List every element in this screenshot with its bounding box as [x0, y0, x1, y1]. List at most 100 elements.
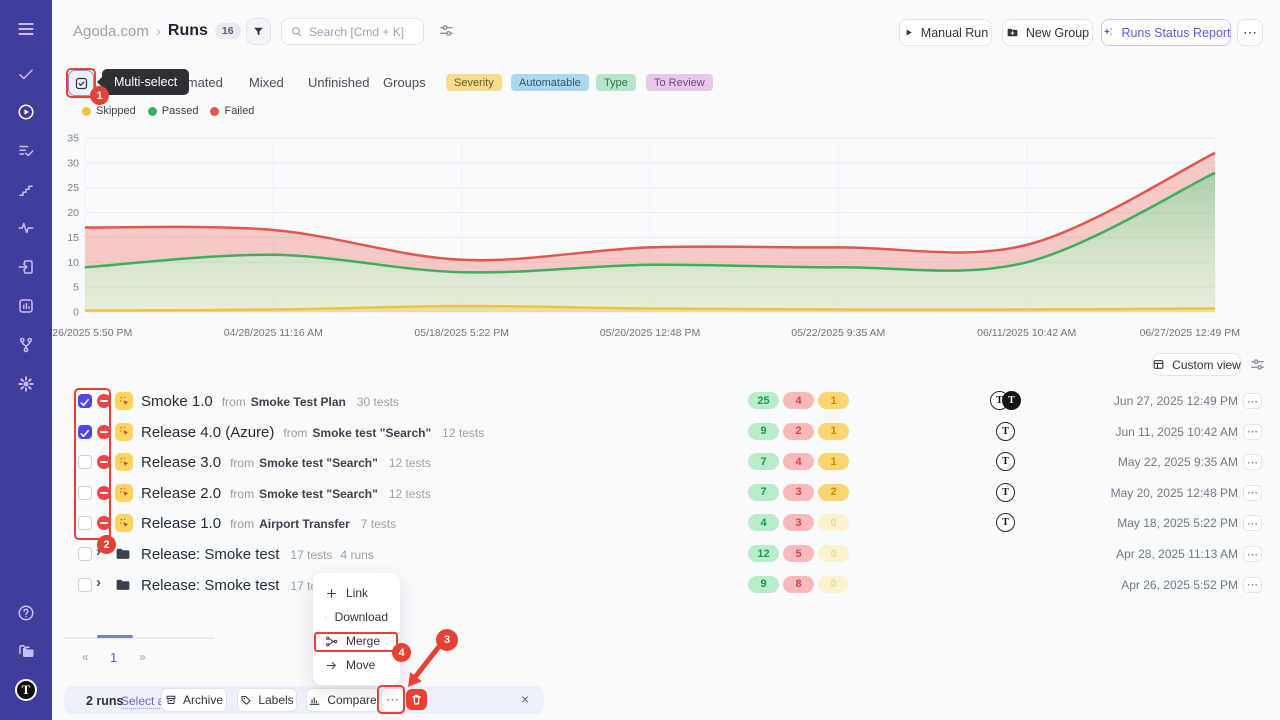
row-checkbox[interactable]	[78, 516, 92, 531]
sidebar-item-check[interactable]	[0, 60, 52, 88]
legend-passed[interactable]: Passed	[147, 105, 198, 117]
tab-mixed[interactable]: Mixed	[249, 75, 284, 90]
from-label: from	[230, 486, 255, 501]
sidebar-item-play-circle[interactable]	[0, 98, 52, 126]
filter-settings-icon[interactable]	[438, 22, 455, 39]
new-group-button[interactable]: New Group	[1002, 19, 1093, 46]
row-checkbox[interactable]	[78, 394, 92, 408]
pagination-page-1[interactable]: 1	[110, 650, 118, 665]
close-selection-bar-button[interactable]: ×	[521, 691, 530, 707]
sidebar-item-bar-report[interactable]	[0, 292, 52, 320]
pulse-icon	[18, 222, 34, 234]
run-source[interactable]: Smoke test "Search"	[312, 425, 432, 440]
menu-item-download[interactable]: Download	[313, 605, 400, 629]
skipped-badge: 0	[818, 545, 849, 562]
breadcrumb-project[interactable]: Agoda.com	[73, 22, 149, 40]
run-source[interactable]: Airport Transfer	[259, 517, 350, 532]
menu-item-merge[interactable]: Merge	[313, 629, 400, 653]
runs-status-report-button[interactable]: Runs Status Report	[1101, 19, 1231, 46]
run-name[interactable]: Release: Smoke test	[141, 576, 280, 594]
svg-text:05/22/2025 9:35 AM: 05/22/2025 9:35 AM	[791, 327, 885, 339]
chip-automatable[interactable]: Automatable	[511, 74, 589, 91]
menu-item-link[interactable]: Link	[313, 581, 400, 605]
row-more-button[interactable]: ⋯	[1243, 454, 1262, 471]
deselect-icon[interactable]	[97, 516, 111, 531]
row-more-button[interactable]: ⋯	[1243, 546, 1262, 562]
deselect-icon[interactable]	[97, 485, 111, 500]
run-name[interactable]: Release 4.0 (Azure)	[141, 423, 275, 441]
row-more-button[interactable]: ⋯	[1243, 576, 1262, 593]
ellipsis-icon: ⋯	[1243, 24, 1257, 40]
sliders-icon	[440, 25, 453, 36]
row-more-button[interactable]: ⋯	[1243, 393, 1262, 409]
row-checkbox[interactable]	[78, 547, 92, 561]
automated-run-icon	[115, 514, 133, 533]
run-source[interactable]: Smoke Test Plan	[250, 395, 346, 409]
row-more-button[interactable]: ⋯	[1243, 515, 1262, 532]
archive-button[interactable]: Archive	[161, 688, 227, 712]
run-row[interactable]: Release 2.0 from Smoke test "Search" 12 t…	[0, 478, 1280, 508]
pagination-prev[interactable]: «	[82, 650, 89, 664]
row-more-button[interactable]: ⋯	[1243, 484, 1262, 501]
sidebar-item-folders[interactable]	[0, 637, 52, 665]
view-settings-icon[interactable]	[1249, 356, 1266, 373]
sliders-icon	[1251, 359, 1264, 370]
failed-badge: 8	[783, 575, 814, 593]
run-name[interactable]: Smoke 1.0	[141, 393, 213, 410]
run-name[interactable]: Release 1.0	[141, 515, 222, 533]
select-all-link[interactable]: Select all	[121, 694, 170, 709]
menu-item-move[interactable]: Move	[313, 653, 400, 677]
run-source[interactable]: Smoke test "Search"	[259, 456, 378, 471]
chip-severity[interactable]: Severity	[446, 74, 502, 91]
sidebar-item-logo-t[interactable]: T	[0, 676, 52, 704]
pagination-next[interactable]: »	[139, 650, 146, 664]
run-name[interactable]: Release: Smoke test	[141, 546, 280, 563]
sidebar-item-list-check[interactable]	[0, 137, 52, 165]
manual-run-button[interactable]: Manual Run	[899, 19, 992, 46]
run-name[interactable]: Release 3.0	[141, 454, 222, 472]
filter-button[interactable]	[246, 18, 271, 45]
expand-chevron-icon[interactable]: ›	[96, 573, 101, 591]
run-row[interactable]: Release 1.0 from Airport Transfer 7 tests…	[0, 508, 1280, 538]
sidebar-item-pulse[interactable]	[0, 214, 52, 242]
sidebar-item-branch[interactable]	[0, 331, 52, 359]
run-row[interactable]: Smoke 1.0 from Smoke Test Plan 30 tests 2…	[0, 386, 1280, 416]
custom-view-button[interactable]: Custom view	[1152, 353, 1241, 376]
run-source[interactable]: Smoke test "Search"	[259, 486, 378, 501]
sidebar-item-help[interactable]	[0, 599, 52, 627]
legend-failed[interactable]: Failed	[210, 105, 254, 117]
row-more-button[interactable]: ⋯	[1243, 423, 1262, 440]
sidebar-item-gear[interactable]	[0, 370, 52, 398]
run-row[interactable]: Release 4.0 (Azure) from Smoke test "Sear…	[0, 417, 1280, 447]
expand-chevron-icon[interactable]: ›	[96, 543, 101, 560]
legend-skipped[interactable]: Skipped	[82, 105, 136, 117]
run-row[interactable]: Release 3.0 from Smoke test "Search" 12 t…	[0, 447, 1280, 477]
tab-groups[interactable]: Groups	[383, 75, 426, 90]
tab-unfinished[interactable]: Unfinished	[308, 75, 370, 90]
row-checkbox[interactable]	[78, 455, 92, 470]
sidebar-item-menu[interactable]	[0, 15, 52, 43]
labels-button[interactable]: Labels	[237, 688, 297, 712]
header-more-button[interactable]: ⋯	[1237, 19, 1263, 46]
search-input[interactable]	[309, 24, 415, 39]
row-checkbox[interactable]	[78, 424, 92, 439]
chip-to-review[interactable]: To Review	[646, 74, 713, 91]
chip-type[interactable]: Type	[596, 74, 636, 91]
row-checkbox[interactable]	[78, 577, 92, 592]
multi-select-toggle[interactable]	[68, 70, 94, 96]
row-checkbox[interactable]	[78, 485, 92, 500]
compare-button[interactable]: Compare	[306, 688, 379, 712]
run-name[interactable]: Release 2.0	[141, 484, 222, 502]
deselect-icon[interactable]	[97, 424, 111, 439]
group-row[interactable]: › Release: Smoke test 17 tests 4 runs 12 …	[0, 539, 1280, 569]
result-badges: 7 3 2	[748, 483, 849, 501]
ellipsis-icon: ⋯	[386, 692, 399, 707]
menu-item-label: Merge	[346, 634, 381, 648]
run-date: Jun 27, 2025 12:49 PM	[1113, 394, 1238, 408]
from-label: from	[221, 395, 246, 409]
deselect-icon[interactable]	[97, 394, 111, 408]
sidebar-item-sign-in[interactable]	[0, 253, 52, 281]
sidebar-item-steps[interactable]	[0, 176, 52, 204]
deselect-icon[interactable]	[97, 455, 111, 470]
